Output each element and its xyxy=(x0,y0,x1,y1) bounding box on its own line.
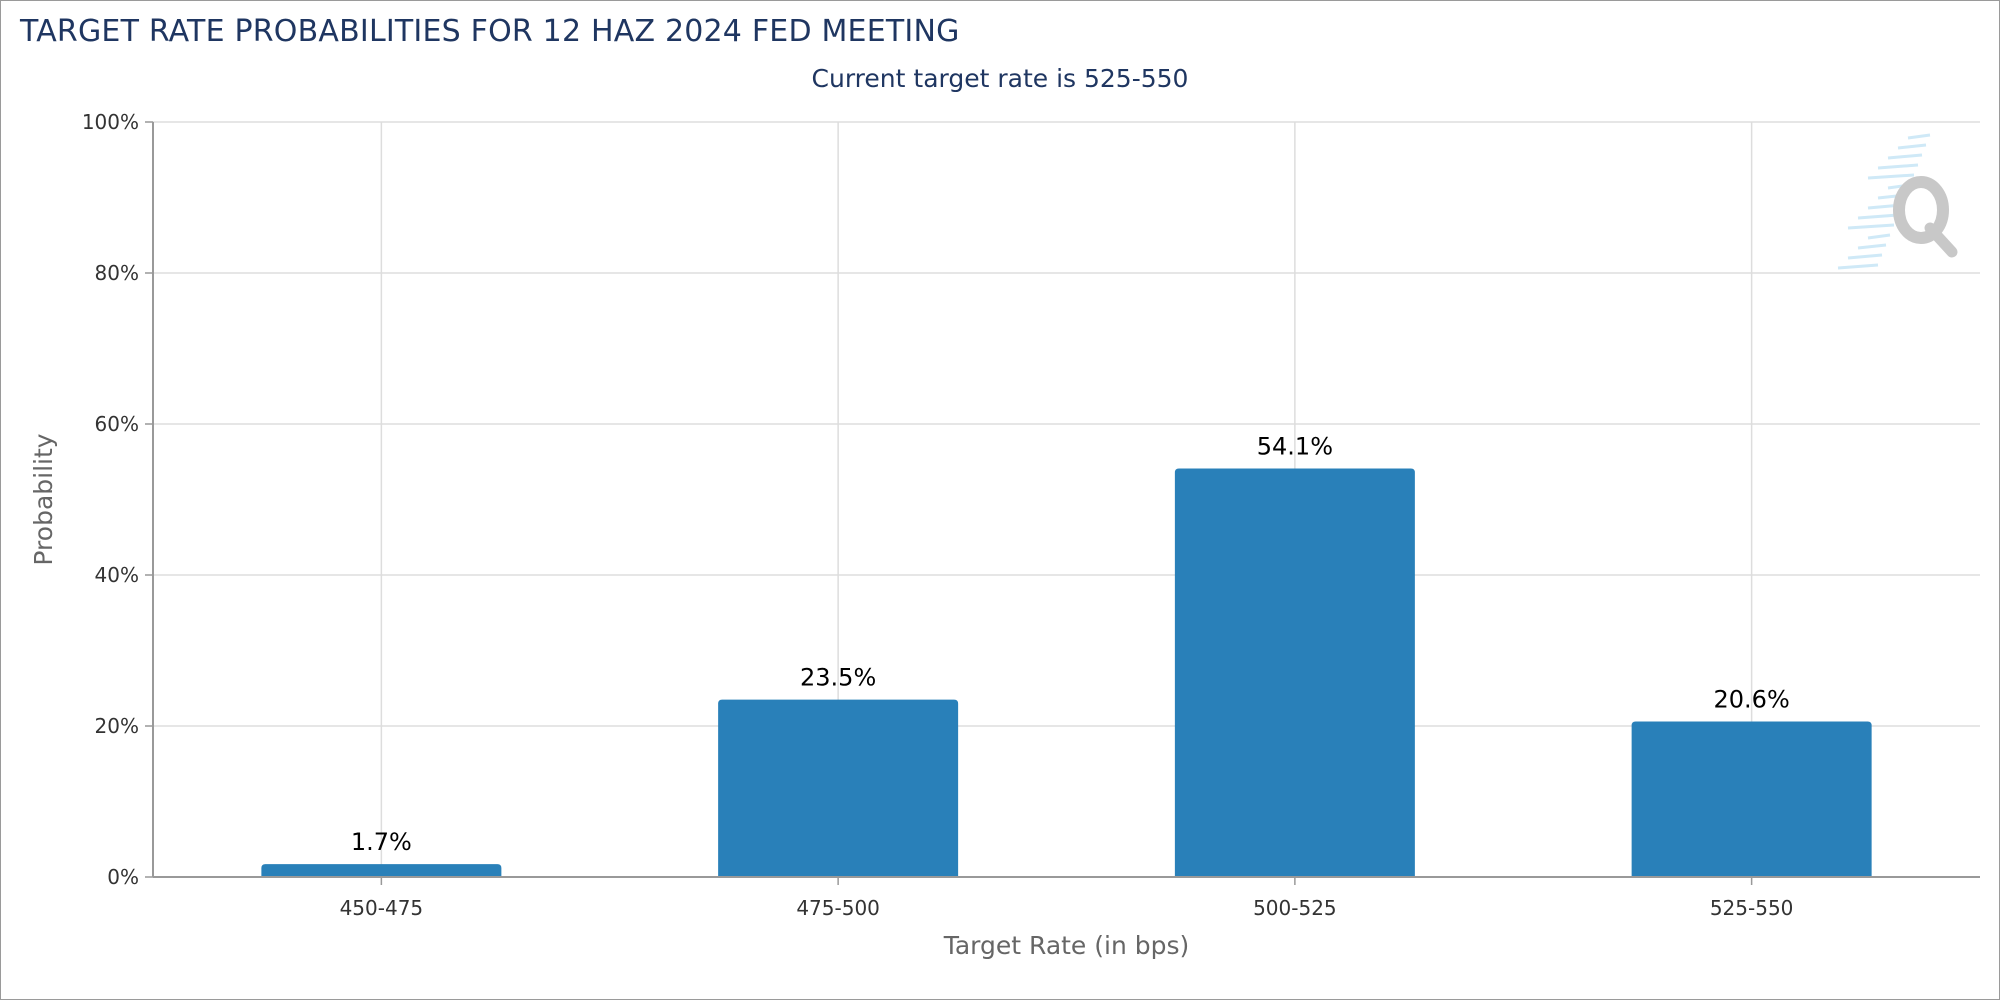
watermark-stripe xyxy=(1877,163,1919,170)
bar-525-550[interactable] xyxy=(1631,721,1872,877)
data-label-475-500: 23.5% xyxy=(800,664,876,692)
x-tick-label-450-475: 450-475 xyxy=(340,896,424,920)
y-tick-label: 0% xyxy=(107,865,139,889)
watermark-stripe xyxy=(1867,173,1915,180)
y-axis-title: Probability xyxy=(29,433,58,565)
y-tick-label: 20% xyxy=(95,714,139,738)
watermark-stripe xyxy=(1847,223,1895,230)
x-tick-label-525-550: 525-550 xyxy=(1710,896,1794,920)
chart-title: TARGET RATE PROBABILITIES FOR 12 HAZ 202… xyxy=(20,14,960,49)
chart-subtitle: Current target rate is 525-550 xyxy=(811,64,1189,93)
watermark-stripe xyxy=(1857,243,1887,250)
y-tick-label: 80% xyxy=(95,261,139,285)
bar-475-500[interactable] xyxy=(718,699,959,877)
y-tick-label: 60% xyxy=(95,412,139,436)
x-axis-title: Target Rate (in bps) xyxy=(943,931,1190,960)
watermark-stripe xyxy=(1907,133,1931,140)
watermark-stripe xyxy=(1897,143,1927,150)
watermark-q-ring xyxy=(1893,176,1949,244)
bars-layer xyxy=(261,468,1872,877)
data-label-450-475: 1.7% xyxy=(351,828,412,856)
bar-450-475[interactable] xyxy=(261,864,502,877)
x-tick-label-475-500: 475-500 xyxy=(796,896,880,920)
watermark-stripe xyxy=(1847,253,1883,260)
q-logo-icon xyxy=(1837,133,1958,270)
data-label-525-550: 20.6% xyxy=(1714,685,1790,713)
watermark-stripe xyxy=(1867,233,1891,240)
x-tick-label-500-525: 500-525 xyxy=(1253,896,1337,920)
y-tick-label: 40% xyxy=(95,563,139,587)
watermark-stripe xyxy=(1837,263,1879,270)
watermark-q-tail xyxy=(1924,222,1958,258)
y-tick-label: 100% xyxy=(82,110,139,134)
data-label-500-525: 54.1% xyxy=(1257,433,1333,461)
labels-layer: 0% 20% 40% 60% 80% 100% 1.7% 450-475 23.5% 475-50… xyxy=(82,110,1794,920)
bar-500-525[interactable] xyxy=(1174,468,1415,877)
watermark-stripe xyxy=(1857,213,1899,220)
axes-layer xyxy=(145,121,1980,885)
watermark-stripe xyxy=(1887,153,1923,160)
